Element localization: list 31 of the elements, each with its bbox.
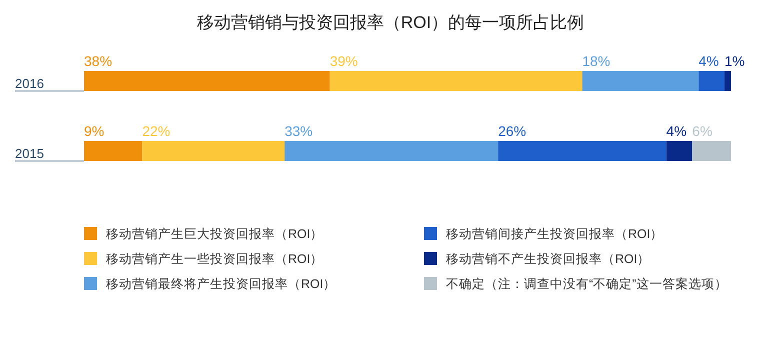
data-label: 26% <box>498 123 526 139</box>
chart-title: 移动营销销与投资回报率（ROI）的每一项所占比例 <box>196 13 584 32</box>
bar <box>692 141 731 161</box>
legend-label: 移动营销间接产生投资回报率（ROI） <box>446 226 664 241</box>
y-tick-label: 2016 <box>15 76 44 91</box>
legend-label: 移动营销不产生投资回报率（ROI） <box>446 251 650 266</box>
data-label: 39% <box>330 53 358 69</box>
legend-label: 移动营销产生巨大投资回报率（ROI） <box>106 226 324 241</box>
bar <box>666 141 692 161</box>
data-label: 22% <box>142 123 170 139</box>
data-label: 18% <box>582 53 610 69</box>
bar <box>84 141 142 161</box>
legend-label: 移动营销最终将产生投资回报率（ROI） <box>106 276 336 291</box>
bar <box>698 71 725 91</box>
bar <box>142 141 285 161</box>
data-label: 33% <box>284 123 313 139</box>
data-label: 9% <box>84 123 104 139</box>
bar <box>284 141 498 161</box>
data-label: 6% <box>692 123 712 139</box>
bar <box>330 71 582 91</box>
data-label: 38% <box>84 53 112 69</box>
data-label: 4% <box>666 123 687 139</box>
bar <box>582 71 699 91</box>
y-tick-label: 2015 <box>15 146 44 161</box>
bar <box>724 71 731 91</box>
legend-label: 不确定（注：调查中没有“不确定”这一答案选项） <box>446 276 728 291</box>
data-label: 1% <box>724 53 745 69</box>
legend-label: 移动营销产生一些投资回报率（ROI） <box>106 251 324 266</box>
data-label: 4% <box>698 53 719 69</box>
bar <box>498 141 666 161</box>
bar <box>84 71 330 91</box>
